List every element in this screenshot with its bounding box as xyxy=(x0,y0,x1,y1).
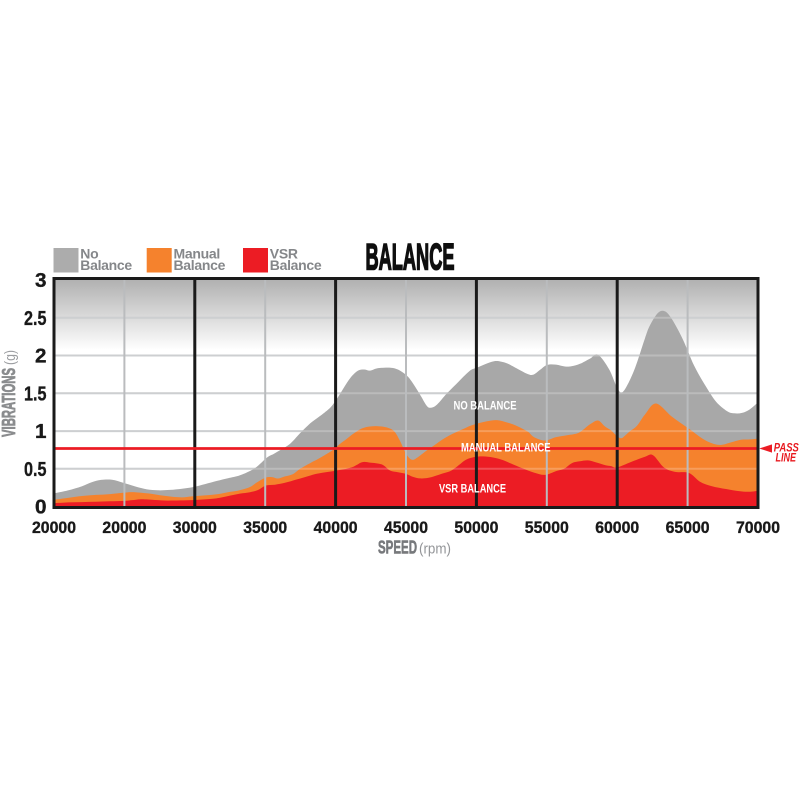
svg-text:30000: 30000 xyxy=(173,518,217,537)
svg-text:Balance: Balance xyxy=(80,257,132,273)
svg-text:50000: 50000 xyxy=(454,518,498,537)
svg-text:0.5: 0.5 xyxy=(24,459,47,481)
svg-text:45000: 45000 xyxy=(384,518,428,537)
svg-text:Balance: Balance xyxy=(174,257,226,273)
svg-text:MANUAL BALANCE: MANUAL BALANCE xyxy=(461,441,551,455)
svg-text:Balance: Balance xyxy=(270,257,322,273)
svg-text:NO BALANCE: NO BALANCE xyxy=(454,399,517,413)
svg-text:60000: 60000 xyxy=(595,518,639,537)
svg-text:No: No xyxy=(80,246,98,262)
svg-text:35000: 35000 xyxy=(243,518,287,537)
svg-text:Manual: Manual xyxy=(174,246,220,262)
svg-text:3: 3 xyxy=(35,270,47,292)
svg-text:2.5: 2.5 xyxy=(24,308,47,330)
svg-text:70000: 70000 xyxy=(736,518,780,537)
svg-text:55000: 55000 xyxy=(525,518,569,537)
svg-text:65000: 65000 xyxy=(666,518,710,537)
svg-text:1: 1 xyxy=(35,421,47,443)
svg-text:SPEED: SPEED xyxy=(378,538,417,558)
svg-text:VSR: VSR xyxy=(270,246,298,262)
svg-text:PASS: PASS xyxy=(774,443,799,455)
svg-text:LINE: LINE xyxy=(776,452,797,464)
svg-text:BALANCE: BALANCE xyxy=(366,237,455,278)
svg-text:VIBRATIONS: VIBRATIONS xyxy=(0,368,19,437)
svg-text:20000: 20000 xyxy=(32,518,76,537)
svg-text:40000: 40000 xyxy=(314,518,358,537)
svg-text:0: 0 xyxy=(35,497,47,519)
svg-text:(rpm): (rpm) xyxy=(419,542,451,558)
svg-text:20000: 20000 xyxy=(102,518,146,537)
svg-text:VSR BALANCE: VSR BALANCE xyxy=(439,481,506,495)
svg-text:1.5: 1.5 xyxy=(24,383,47,405)
svg-text:2: 2 xyxy=(35,346,47,368)
svg-text:(g): (g) xyxy=(3,350,19,365)
